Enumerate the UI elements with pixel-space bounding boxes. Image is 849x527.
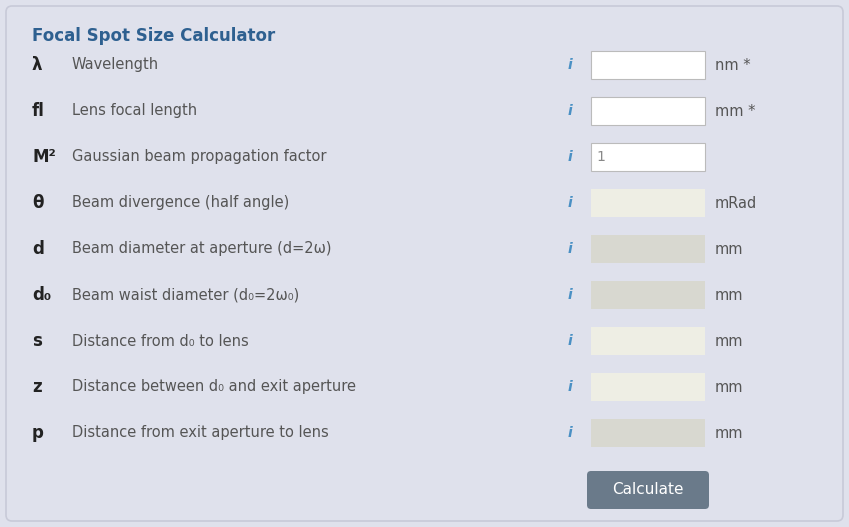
Text: mRad: mRad bbox=[715, 196, 757, 210]
Text: i: i bbox=[568, 426, 572, 440]
Text: mm: mm bbox=[715, 288, 744, 302]
Bar bbox=[591, 327, 705, 355]
Text: θ: θ bbox=[32, 194, 43, 212]
Text: nm *: nm * bbox=[715, 57, 751, 73]
Text: p: p bbox=[32, 424, 44, 442]
Bar bbox=[591, 189, 705, 217]
Text: mm: mm bbox=[715, 425, 744, 441]
Text: Beam waist diameter (d₀=2ω₀): Beam waist diameter (d₀=2ω₀) bbox=[72, 288, 299, 302]
Text: Beam diameter at aperture (d=2ω): Beam diameter at aperture (d=2ω) bbox=[72, 241, 331, 257]
Text: Distance between d₀ and exit aperture: Distance between d₀ and exit aperture bbox=[72, 379, 356, 395]
FancyBboxPatch shape bbox=[6, 6, 843, 521]
Bar bbox=[591, 97, 705, 125]
Text: mm *: mm * bbox=[715, 103, 756, 119]
Text: d: d bbox=[32, 240, 44, 258]
Text: mm: mm bbox=[715, 334, 744, 348]
Text: i: i bbox=[568, 196, 572, 210]
Text: λ: λ bbox=[32, 56, 42, 74]
Text: i: i bbox=[568, 104, 572, 118]
Text: i: i bbox=[568, 150, 572, 164]
Bar bbox=[591, 373, 705, 401]
Text: mm: mm bbox=[715, 241, 744, 257]
Text: Focal Spot Size Calculator: Focal Spot Size Calculator bbox=[32, 27, 275, 45]
Text: i: i bbox=[568, 242, 572, 256]
Text: s: s bbox=[32, 332, 42, 350]
Text: Distance from d₀ to lens: Distance from d₀ to lens bbox=[72, 334, 249, 348]
Text: i: i bbox=[568, 334, 572, 348]
Bar bbox=[591, 419, 705, 447]
Text: i: i bbox=[568, 58, 572, 72]
Bar bbox=[591, 281, 705, 309]
Bar bbox=[591, 51, 705, 79]
Bar bbox=[591, 235, 705, 263]
Text: fl: fl bbox=[32, 102, 45, 120]
Text: M²: M² bbox=[32, 148, 56, 166]
Text: Wavelength: Wavelength bbox=[72, 57, 159, 73]
Text: Lens focal length: Lens focal length bbox=[72, 103, 197, 119]
Bar bbox=[591, 143, 705, 171]
Text: i: i bbox=[568, 288, 572, 302]
Text: Calculate: Calculate bbox=[612, 483, 683, 497]
Text: Beam divergence (half angle): Beam divergence (half angle) bbox=[72, 196, 290, 210]
Text: d₀: d₀ bbox=[32, 286, 51, 304]
Text: z: z bbox=[32, 378, 42, 396]
FancyBboxPatch shape bbox=[587, 471, 709, 509]
Text: Gaussian beam propagation factor: Gaussian beam propagation factor bbox=[72, 150, 327, 164]
Text: i: i bbox=[568, 380, 572, 394]
Text: 1: 1 bbox=[596, 150, 604, 164]
Text: mm: mm bbox=[715, 379, 744, 395]
Text: Distance from exit aperture to lens: Distance from exit aperture to lens bbox=[72, 425, 329, 441]
